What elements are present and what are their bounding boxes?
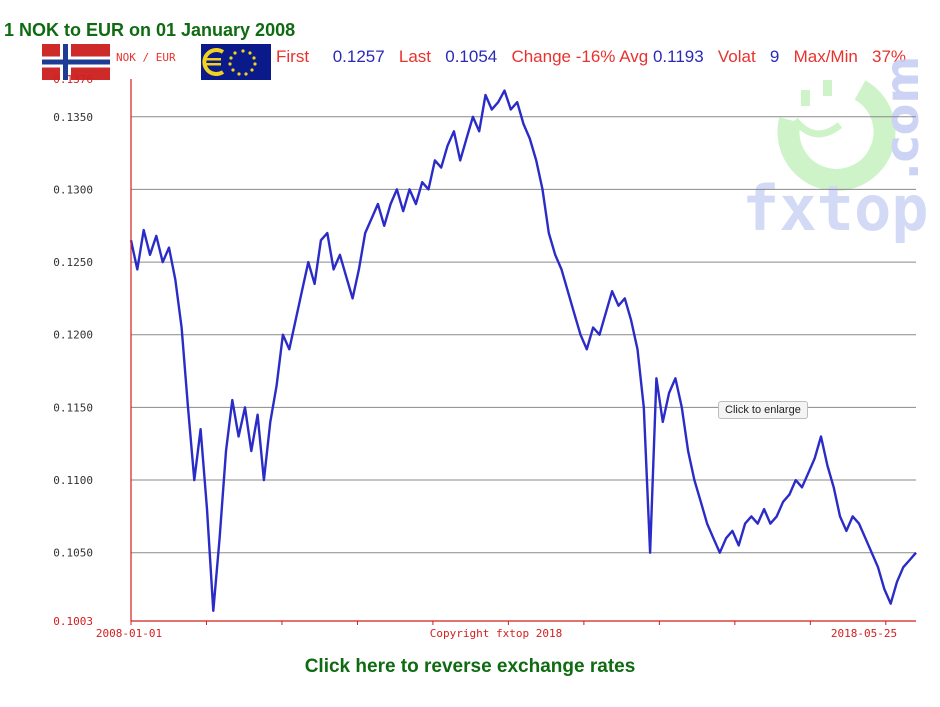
x-tick-label: 2008-01-01 bbox=[96, 627, 162, 640]
y-tick-label: 0.1003 bbox=[53, 615, 93, 628]
fxtop-watermark: fxtop .com bbox=[742, 56, 929, 245]
maxmin-label: Max/Min bbox=[793, 47, 858, 66]
avg-label: Avg bbox=[619, 47, 649, 66]
y-tick-label: 0.1200 bbox=[53, 329, 93, 342]
y-tick-labels: 0.1003 0.1050 0.1100 0.1150 0.1200 0.1250 0.13… bbox=[53, 73, 93, 628]
y-tick-label: 0.1300 bbox=[53, 183, 93, 196]
watermark-com: .com bbox=[875, 56, 929, 180]
stats-row: First 0.1257 Last 0.1054 Change -16% Avg… bbox=[276, 47, 906, 67]
maxmin-value: 37% bbox=[872, 47, 907, 66]
y-tick-label: 0.1350 bbox=[53, 111, 93, 124]
x-tick-label: 2018-05-25 bbox=[831, 627, 897, 640]
page-title: 1 NOK to EUR on 01 January 2008 bbox=[4, 20, 296, 40]
reverse-rates-link[interactable]: Click here to reverse exchange rates bbox=[304, 656, 636, 677]
y-tick-label: 0.1250 bbox=[53, 256, 93, 269]
watermark-brand: fxtop bbox=[742, 172, 929, 245]
series-layer bbox=[129, 89, 917, 612]
x-tick-labels: 2008-01-01 Copyright fxtop 2018 2018-05-25 bbox=[96, 627, 897, 640]
y-tick-label: 0.1376 bbox=[53, 73, 93, 86]
avg-value: 0.1193 bbox=[652, 47, 704, 66]
volat-label: Volat bbox=[717, 47, 756, 66]
y-tick-label: 0.1050 bbox=[53, 547, 93, 560]
y-tick-label: 0.1100 bbox=[53, 474, 93, 487]
change-label: Change bbox=[511, 47, 571, 66]
change-value: -16% bbox=[575, 47, 616, 66]
first-label: First bbox=[276, 47, 310, 66]
x-tick-label: Copyright fxtop 2018 bbox=[430, 627, 562, 640]
axes bbox=[130, 79, 916, 625]
currency-pair-label: NOK / EUR bbox=[116, 51, 176, 64]
first-value: 0.1257 bbox=[332, 47, 385, 66]
y-tick-label: 0.1150 bbox=[53, 401, 93, 414]
grid-lines bbox=[131, 116, 916, 554]
rate-series-line bbox=[129, 89, 917, 612]
smiley-logo-icon bbox=[777, 80, 896, 191]
last-label: Last bbox=[398, 47, 432, 66]
last-value: 0.1054 bbox=[445, 47, 498, 66]
enlarge-tooltip: Click to enlarge bbox=[718, 401, 808, 419]
euro-flag-icon bbox=[201, 44, 271, 80]
norway-flag-icon bbox=[42, 44, 110, 80]
volat-value: 9 bbox=[769, 47, 780, 66]
